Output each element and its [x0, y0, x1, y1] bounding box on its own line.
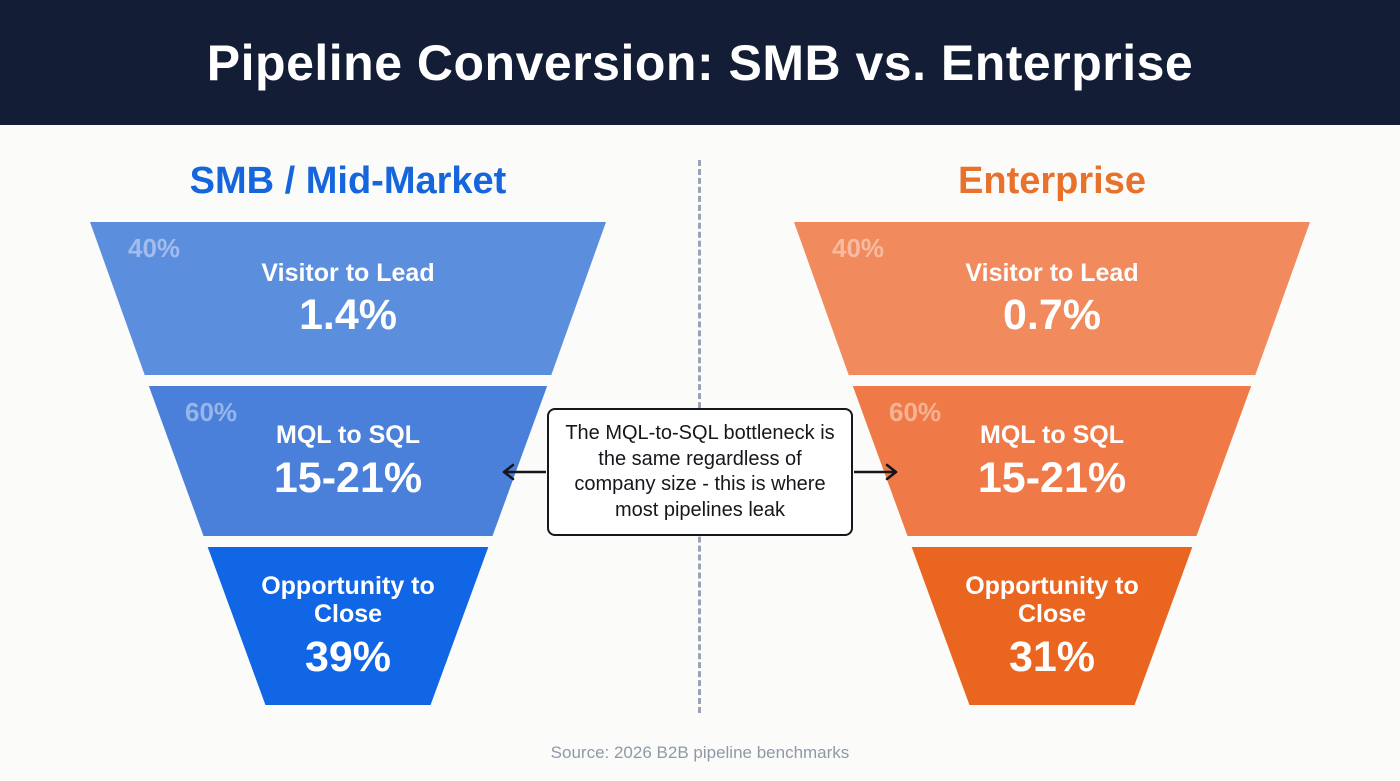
funnel-segment-enterprise-opportunity-to-close: Opportunity to Close 31% — [911, 547, 1193, 705]
funnel-segment-smb-visitor-to-lead: 40% Visitor to Lead 1.4% — [90, 222, 606, 375]
funnel-heading-enterprise: Enterprise — [958, 160, 1146, 202]
content: SMB / Mid-Market 40% Visitor to Lead 1.4… — [0, 125, 1400, 781]
funnel-heading-smb: SMB / Mid-Market — [189, 160, 507, 202]
segment-width-label: 60% — [889, 397, 942, 427]
segment-width-label: 40% — [128, 233, 181, 263]
source-note: Source: 2026 B2B pipeline benchmarks — [550, 743, 850, 762]
segment-stage-label: Opportunity to Close — [261, 571, 435, 629]
arrow-right-icon — [854, 462, 900, 482]
funnel-segment-smb-mql-to-sql: 60% MQL to SQL 15-21% — [148, 386, 548, 536]
funnel-chart-smb: 40% Visitor to Lead 1.4% 60% MQL to SQL … — [90, 222, 606, 705]
segment-value: 1.4% — [298, 291, 397, 340]
segment-value: 39% — [304, 633, 392, 682]
segment-value: 15-21% — [977, 453, 1127, 502]
arrow-left-icon — [500, 462, 546, 482]
callout-text: The MQL-to-SQL bottleneck is the same re… — [565, 422, 835, 521]
header: Pipeline Conversion: SMB vs. Enterprise — [0, 0, 1400, 125]
segment-stage-label: MQL to SQL — [980, 421, 1124, 450]
funnel-chart-enterprise: 40% Visitor to Lead 0.7% 60% MQL to SQL … — [794, 222, 1310, 705]
segment-width-label: 60% — [185, 397, 238, 427]
segment-value: 15-21% — [273, 453, 423, 502]
segment-stage-label: Visitor to Lead — [261, 258, 435, 287]
segment-value: 31% — [1008, 633, 1096, 682]
segment-stage-label: MQL to SQL — [276, 421, 420, 450]
funnel-segment-smb-opportunity-to-close: Opportunity to Close 39% — [207, 547, 489, 705]
funnel-segment-enterprise-mql-to-sql: 60% MQL to SQL 15-21% — [852, 386, 1252, 536]
segment-value: 0.7% — [1002, 291, 1101, 340]
page-title: Pipeline Conversion: SMB vs. Enterprise — [206, 34, 1194, 91]
segment-width-label: 40% — [832, 233, 885, 263]
segment-stage-label: Opportunity to Close — [965, 571, 1139, 629]
funnel-segment-enterprise-visitor-to-lead: 40% Visitor to Lead 0.7% — [794, 222, 1310, 375]
callout-box: The MQL-to-SQL bottleneck is the same re… — [502, 408, 898, 537]
segment-stage-label: Visitor to Lead — [965, 258, 1139, 287]
